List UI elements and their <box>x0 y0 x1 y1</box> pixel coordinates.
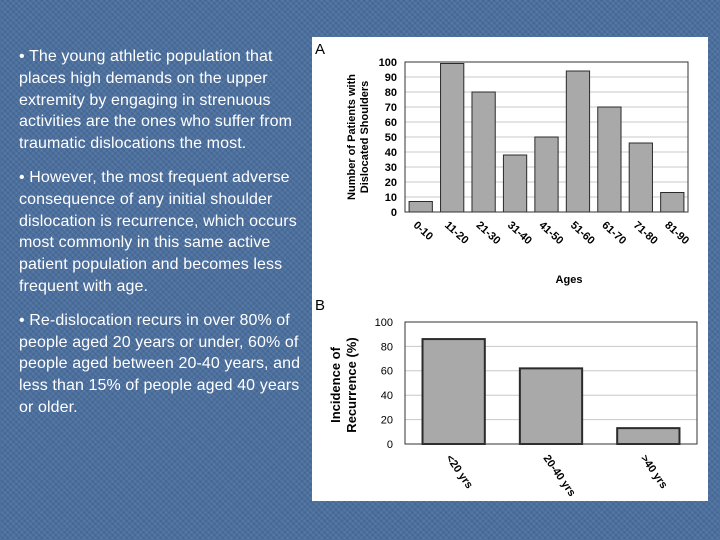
panel-label-a: A <box>315 41 325 58</box>
bar <box>408 201 433 213</box>
chart-b-ylabel-line1: Incidence of <box>328 346 343 423</box>
x-tick-label: 11-20 <box>442 219 470 246</box>
y-tick-label: 40 <box>381 390 393 402</box>
y-tick-label: 0 <box>391 207 397 219</box>
chart-a-bars <box>408 63 685 213</box>
x-tick-label: 71-80 <box>631 219 660 247</box>
y-tick-label: 30 <box>385 162 397 174</box>
bar <box>518 367 584 445</box>
bar <box>471 91 496 213</box>
chart-b-y-ticks: 0 20 40 60 80 100 <box>375 317 393 451</box>
x-tick-label: 61-70 <box>599 219 628 247</box>
y-tick-label: 90 <box>385 72 397 84</box>
x-tick-label: 0-10 <box>411 219 435 243</box>
chart-b-plot-frame <box>404 321 698 445</box>
chart-a: A 0 10 20 30 40 50 60 70 80 90 100 0-10 11-20 21-30 3… <box>315 41 691 286</box>
chart-a-ylabel-line2: Dislocated Shoulders <box>359 81 371 193</box>
bar <box>628 142 653 213</box>
chart-a-y-ticks: 0 10 20 30 40 50 60 70 80 90 100 <box>379 57 397 219</box>
y-tick-label: 0 <box>387 439 393 451</box>
chart-a-xlabel: Ages <box>556 274 583 286</box>
x-tick-label: 20-40 yrs <box>541 453 578 499</box>
y-tick-label: 100 <box>379 57 397 69</box>
y-tick-label: 10 <box>385 192 397 204</box>
bar <box>534 136 559 213</box>
x-tick-label: <20 yrs <box>443 453 475 491</box>
y-tick-label: 80 <box>381 341 393 353</box>
chart-a-x-ticks: 0-10 11-20 21-30 31-40 41-50 51-60 61-70 71-80 8… <box>411 219 691 247</box>
y-tick-label: 20 <box>385 177 397 189</box>
bullet-1: • The young athletic population that pla… <box>19 48 293 153</box>
bar <box>660 192 685 213</box>
figure-charts: A 0 10 20 30 40 50 60 70 80 90 100 0-10 11-20 21-30 3… <box>315 41 698 499</box>
bullet-2: • However, the most frequent adverse con… <box>19 168 297 295</box>
bar <box>565 70 591 213</box>
y-tick-label: 50 <box>385 132 397 144</box>
y-tick-label: 80 <box>385 87 397 99</box>
bar <box>421 338 486 445</box>
y-tick-label: 20 <box>381 414 393 426</box>
chart-b-x-ticks: <20 yrs 20-40 yrs >40 yrs <box>443 453 669 499</box>
x-tick-label: 31-40 <box>505 219 534 247</box>
bullet-3: • Re-dislocation recurs in over 80% of p… <box>19 311 301 416</box>
bar <box>502 154 528 213</box>
chart-a-plot-frame <box>404 61 689 213</box>
bullet-list: • The young athletic population that pla… <box>19 46 301 431</box>
bar <box>616 427 681 446</box>
chart-b-ylabel-line2: Recurrence (%) <box>344 337 359 432</box>
chart-b-bars <box>421 338 681 446</box>
x-tick-label: 21-30 <box>474 219 503 247</box>
x-tick-label: 51-60 <box>568 219 597 247</box>
chart-a-ylabel-line1: Number of Patients with <box>346 74 358 200</box>
bar <box>597 106 622 213</box>
y-tick-label: 40 <box>385 147 397 159</box>
bar <box>440 63 465 213</box>
x-tick-label: 81-90 <box>662 219 691 247</box>
y-tick-label: 100 <box>375 317 393 329</box>
y-tick-label: 60 <box>381 366 393 378</box>
panel-label-b: B <box>315 297 325 314</box>
y-tick-label: 60 <box>385 117 397 129</box>
x-tick-label: >40 yrs <box>638 453 670 491</box>
y-tick-label: 70 <box>385 102 397 114</box>
x-tick-label: 41-50 <box>536 219 565 247</box>
figure-panel: A 0 10 20 30 40 50 60 70 80 90 100 0-10 11-20 21-30 3… <box>312 37 708 501</box>
chart-b: B 0 20 40 60 80 100 <20 yrs 20-40 yrs >40 yrs I… <box>315 297 698 499</box>
